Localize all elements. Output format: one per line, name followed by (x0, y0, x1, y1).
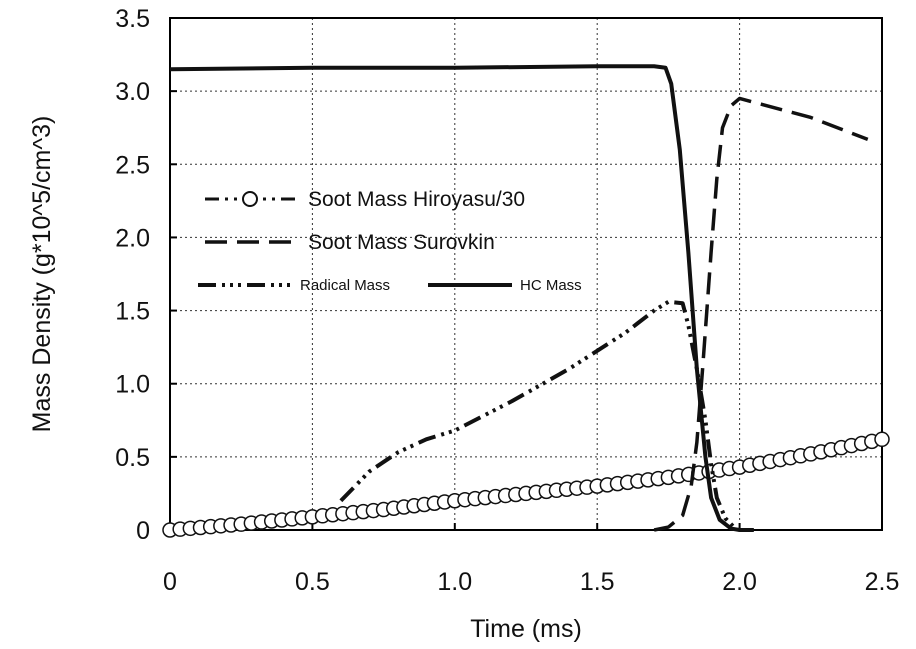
y-tick-label: 3.5 (115, 5, 150, 33)
x-tick-label: 2.0 (722, 568, 757, 596)
y-tick-label: 0 (136, 517, 150, 545)
legend-label-radical-mass: Radical Mass (300, 277, 390, 294)
x-tick-label: 0 (163, 568, 177, 596)
y-tick-label: 2.0 (115, 224, 150, 252)
grid (170, 18, 882, 530)
series-group (162, 64, 890, 538)
legend-label-hc-mass: HC Mass (520, 277, 582, 294)
series-line-radical-mass (339, 299, 741, 532)
x-tick-label: 2.5 (865, 568, 900, 596)
y-tick-label: 0.5 (115, 444, 150, 472)
y-tick-label: 1.5 (115, 298, 150, 326)
y-tick-label: 3.0 (115, 78, 150, 106)
x-tick-label: 0.5 (295, 568, 330, 596)
series-line-hc-mass (169, 64, 754, 532)
legend: Soot Mass Hiroyasu/30 Soot Mass Surovkin R… (198, 188, 582, 294)
series-line-soot-surovkin (653, 96, 869, 532)
x-tick-label: 1.0 (437, 568, 472, 596)
y-ticks: 0 0.5 1.0 1.5 2.0 2.5 3.0 3.5 (115, 5, 177, 545)
data-point-soot-hiroyasu (874, 431, 890, 448)
y-tick-label: 1.0 (115, 371, 150, 399)
x-axis-label: Time (ms) (470, 615, 582, 643)
x-tick-label: 1.5 (580, 568, 615, 596)
legend-marker-soot-hiroyasu (242, 191, 258, 207)
legend-label-soot-surovkin: Soot Mass Surovkin (308, 231, 495, 254)
plot-frame (169, 17, 883, 531)
x-ticks: 0 0.5 1.0 1.5 2.0 2.5 (163, 523, 899, 596)
y-axis-label: Mass Density (g*10^5/cm^3) (28, 116, 56, 433)
y-tick-label: 2.5 (115, 151, 150, 179)
legend-label-soot-hiroyasu: Soot Mass Hiroyasu/30 (308, 188, 525, 211)
